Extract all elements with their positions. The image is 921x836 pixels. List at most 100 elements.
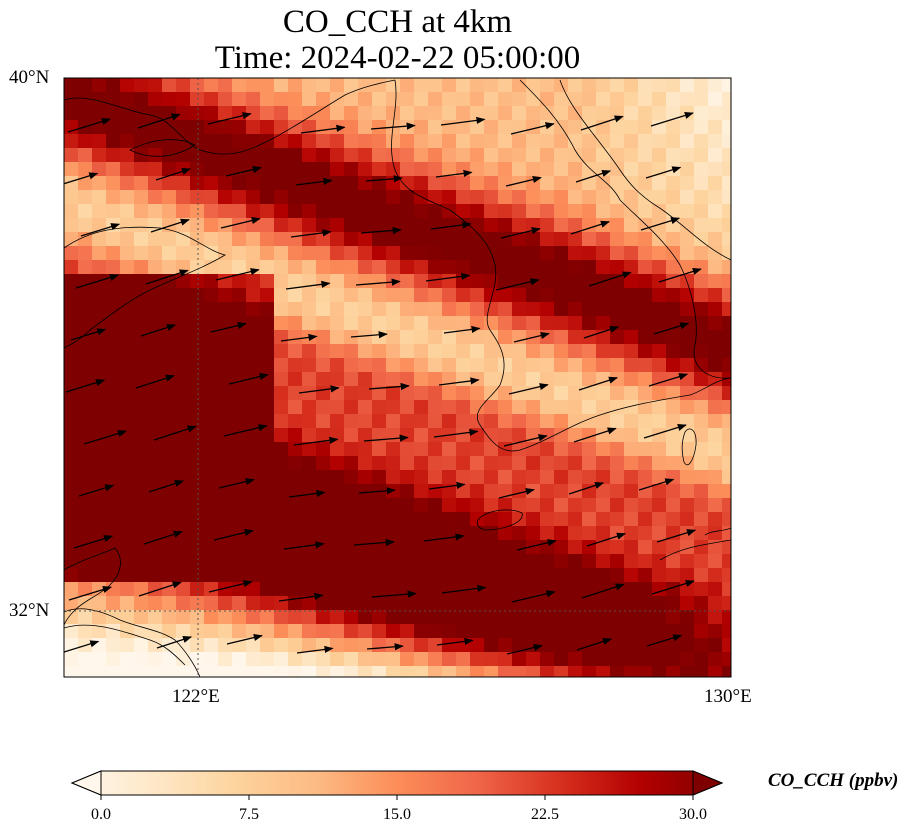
wind-arrow [516,539,557,551]
wind-arrow [78,484,115,497]
wind-arrow [226,633,263,645]
wind-arrow [371,590,417,598]
wind-arrow [580,115,624,131]
wind-arrow [145,269,189,285]
wind-arrow [155,167,192,181]
wind-arrow [208,580,253,593]
wind-arrow [153,425,197,441]
map-frame [63,77,732,678]
wind-arrow [290,229,332,238]
wind-arrow [435,169,473,178]
wind-arrow [441,584,487,594]
wind-arrow [140,323,177,337]
wind-arrow [505,175,542,187]
wind-arrow [68,586,112,601]
lat-tick-32n: 32°N [9,600,50,621]
wind-arrow [570,220,610,235]
wind-arrow [355,278,401,286]
wind-arrow [581,583,625,599]
wind-arrow [75,274,119,289]
wind-arrow [278,592,324,602]
wind-arrow [150,218,190,233]
colorbar-tick-4: 30.0 [679,806,707,823]
wind-arrow [363,434,409,442]
wind-arrow [588,271,632,287]
wind-arrow [223,424,268,437]
wind-arrow [573,427,617,443]
wind-arrow [656,529,697,543]
wind-arrow [293,436,339,446]
wind-arrow [70,328,107,341]
colorbar-label: CO_CCH (ppbv) [768,770,899,791]
wind-arrow [508,383,549,395]
wind-vectors [64,111,702,655]
wind-arrow [228,372,269,385]
wind-arrow [370,122,416,130]
wind-arrow [433,428,479,438]
wind-arrow [137,113,181,129]
wind-arrow [353,538,395,547]
lon-tick-130e: 130°E [704,686,752,707]
colorbar-tick-2: 15.0 [383,806,411,823]
wind-arrow [285,280,331,290]
wind-arrow [64,172,99,185]
wind-arrow [300,124,346,134]
wind-arrow [67,118,111,133]
lon-tick-122e: 122°E [172,686,220,707]
wind-arrow [218,477,255,489]
wind-arrow [498,487,535,499]
wind-arrow [350,331,388,339]
wind-arrow [443,325,481,334]
wind-arrow [575,169,612,183]
wind-arrow [511,590,556,603]
wind-arrow [148,479,185,493]
wind-arrow [215,268,260,281]
wind-arrow [495,278,540,291]
wind-arrow [156,635,193,649]
wind-arrow [73,535,114,549]
wind-arrow [295,177,333,186]
wind-arrow [210,321,247,333]
wind-arrow [213,528,254,541]
coastline [64,79,731,677]
wind-arrow [138,581,182,597]
wind-arrow [513,331,550,343]
map-subtitle: Time: 2024-02-22 05:00:00 [214,40,581,76]
wind-arrow [638,478,675,491]
wind-arrow [640,217,681,231]
wind-arrow [583,325,620,339]
wind-arrow [643,423,687,439]
wind-arrow [578,376,618,391]
wind-arrow [650,111,694,127]
concentration-field [64,78,731,677]
wind-arrow [423,533,465,542]
wind-arrow [440,116,486,126]
co-concentration-map [63,77,732,678]
wind-arrow [428,481,466,490]
wind-arrow [80,223,121,237]
wind-arrow [510,122,555,135]
wind-arrow [646,634,683,647]
map-title: CO_CCH at 4km [282,4,513,40]
wind-arrow [653,322,690,335]
wind-arrow [225,165,262,177]
wind-arrow [648,373,689,387]
colorbar-tick-1: 7.5 [239,806,259,823]
wind-arrow [280,333,318,342]
wind-arrow [135,374,175,389]
wind-arrow [645,166,682,179]
colorbar-tick-3: 22.5 [531,806,559,823]
wind-arrow [143,530,183,545]
colorbar-tick-0: 0.0 [91,806,111,823]
wind-arrow [64,640,100,653]
wind-arrow [651,579,695,595]
wind-arrow [283,541,325,550]
wind-arrow [425,272,471,282]
wind-arrow [288,489,326,498]
wind-arrow [298,385,340,394]
wind-arrow [568,481,605,495]
wind-arrow [438,377,480,386]
wind-arrow [500,227,541,239]
wind-arrow [506,643,543,655]
